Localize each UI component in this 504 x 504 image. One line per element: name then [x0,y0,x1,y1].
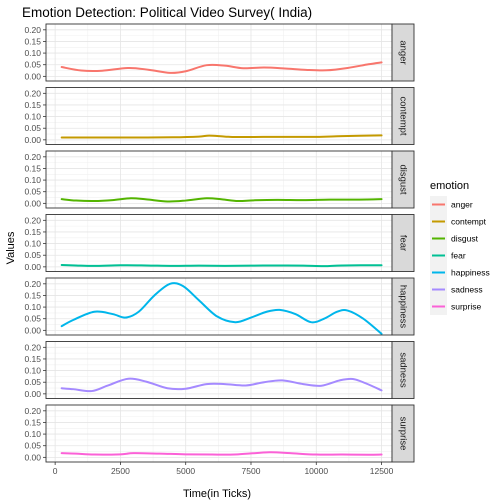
y-tick-label: 0.00 [24,71,41,81]
y-axis-label: Values [5,231,17,264]
y-tick-label: 0.05 [24,314,41,324]
y-tick-label: 0.10 [24,366,41,376]
facet-panels: 0.000.050.100.150.20anger0.000.050.100.1… [24,23,415,463]
facet-panel-contempt: 0.00 0.050.10 0.15 0.20 contempt [24,87,415,145]
legend-item-fear: fear [430,247,466,264]
y-tick-label: 0.00 [24,135,41,145]
series-line-fear [60,263,383,268]
y-tick-label: 0.20 [24,88,41,98]
facet-panel-surprise: 0.000.05 0.10 0.150.20 surprise [24,404,415,463]
x-tick-label: 5000 [176,466,195,476]
y-tick-label: 0.05 [24,187,41,197]
legend-item-anger: anger [430,196,473,213]
legend-title: emotion [430,180,469,192]
y-tick-label: 0.20 [24,342,41,352]
legend-label: anger [451,200,473,210]
series-line-surprise [60,451,383,456]
legend-item-contempt: contempt [430,213,487,230]
y-tick-label: 0.05 [24,441,41,451]
y-tick-label: 0.15 [24,100,41,110]
y-tick-label: 0.15 [24,36,41,46]
panel-background [46,214,392,272]
y-tick-label: 0.15 [24,290,41,300]
y-tick-label: 0.00 [24,389,41,399]
legend-item-disgust: disgust [430,230,479,247]
facet-strip [391,404,415,463]
y-tick-label: 0.15 [24,163,41,173]
series-line-happiness [60,282,383,335]
y-tick-label: 0.20 [24,215,41,225]
facet-strip-label: anger [398,40,409,64]
facet-strip-label: happiness [398,285,409,329]
x-tick-label: 0 [53,466,58,476]
y-tick-label: 0.10 [24,302,41,312]
y-tick-label: 0.20 [24,406,41,416]
y-tick-label: 0.15 [24,354,41,364]
y-tick-label: 0.00 [24,452,41,462]
series-line-disgust [60,197,383,203]
facet-strip-label: contempt [398,96,409,135]
legend-label: sadness [451,285,483,295]
facet-panel-anger: 0.000.05 0.10 0.150.20 anger [24,23,415,82]
legend-label: surprise [451,302,482,312]
y-tick-label: 0.20 [24,25,41,35]
facet-strip [391,87,415,145]
y-tick-label: 0.05 [24,377,41,387]
legend-label: fear [451,251,466,261]
facet-strip-label: fear [398,235,409,251]
y-tick-label: 0.05 [24,60,41,70]
facet-panel-sadness: 0.00 0.050.10 0.15 0.20 sadness [24,341,415,399]
panel-background [46,278,392,335]
facet-strip [391,277,415,336]
y-tick-label: 0.00 [24,198,41,208]
y-tick-label: 0.05 [24,250,41,260]
legend-item-surprise: surprise [430,298,482,315]
x-tick-label: 12500 [370,466,394,476]
facet-strip-label: surprise [398,417,409,451]
y-tick-label: 0.10 [24,239,41,249]
y-tick-label: 0.00 [24,262,41,272]
legend-label: happiness [451,268,490,278]
chart-title: Emotion Detection: Political Video Surve… [22,5,312,20]
facet-strip [391,23,415,82]
legend-label: disgust [451,234,479,244]
y-tick-label: 0.15 [24,417,41,427]
y-tick-label: 0.05 [24,123,41,133]
facet-strip-label: sadness [398,352,409,388]
y-tick-label: 0.10 [24,175,41,185]
y-tick-label: 0.10 [24,429,41,439]
x-tick-label: 7500 [242,466,261,476]
panel-background [46,24,392,81]
series-line-anger [60,61,383,74]
y-tick-label: 0.20 [24,152,41,162]
x-axis-label: Time(in Ticks) [183,488,251,500]
facet-strip [391,341,415,399]
y-tick-label: 0.00 [24,325,41,335]
facet-strip [391,214,415,272]
panel-background [46,341,392,399]
y-tick-label: 0.10 [24,112,41,122]
series-line-contempt [60,134,383,139]
facet-panel-happiness: 0.000.05 0.10 0.150.20 happiness [24,277,415,336]
y-tick-label: 0.10 [24,48,41,58]
panel-background [46,87,392,145]
x-tick-label: 10000 [304,466,328,476]
legend-item-happiness: happiness [430,264,490,281]
facet-panel-disgust: 0.000.05 0.10 0.150.20 disgust [24,150,415,209]
series-line-sadness [60,377,383,393]
x-axis: 0 2500 5000 7500 10000 12500 [53,462,394,476]
y-tick-label: 0.15 [24,227,41,237]
x-tick-label: 2500 [111,466,130,476]
legend-item-sadness: sadness [430,281,483,298]
facet-panel-fear: 0.00 0.050.10 0.15 0.20 fear [24,214,415,272]
panel-background [46,405,392,462]
facet-strip-label: disgust [398,164,409,194]
facet-strip [391,150,415,209]
legend: emotion anger contempt disgust fear happines… [430,180,490,315]
legend-label: contempt [451,217,487,227]
y-tick-label: 0.20 [24,279,41,289]
